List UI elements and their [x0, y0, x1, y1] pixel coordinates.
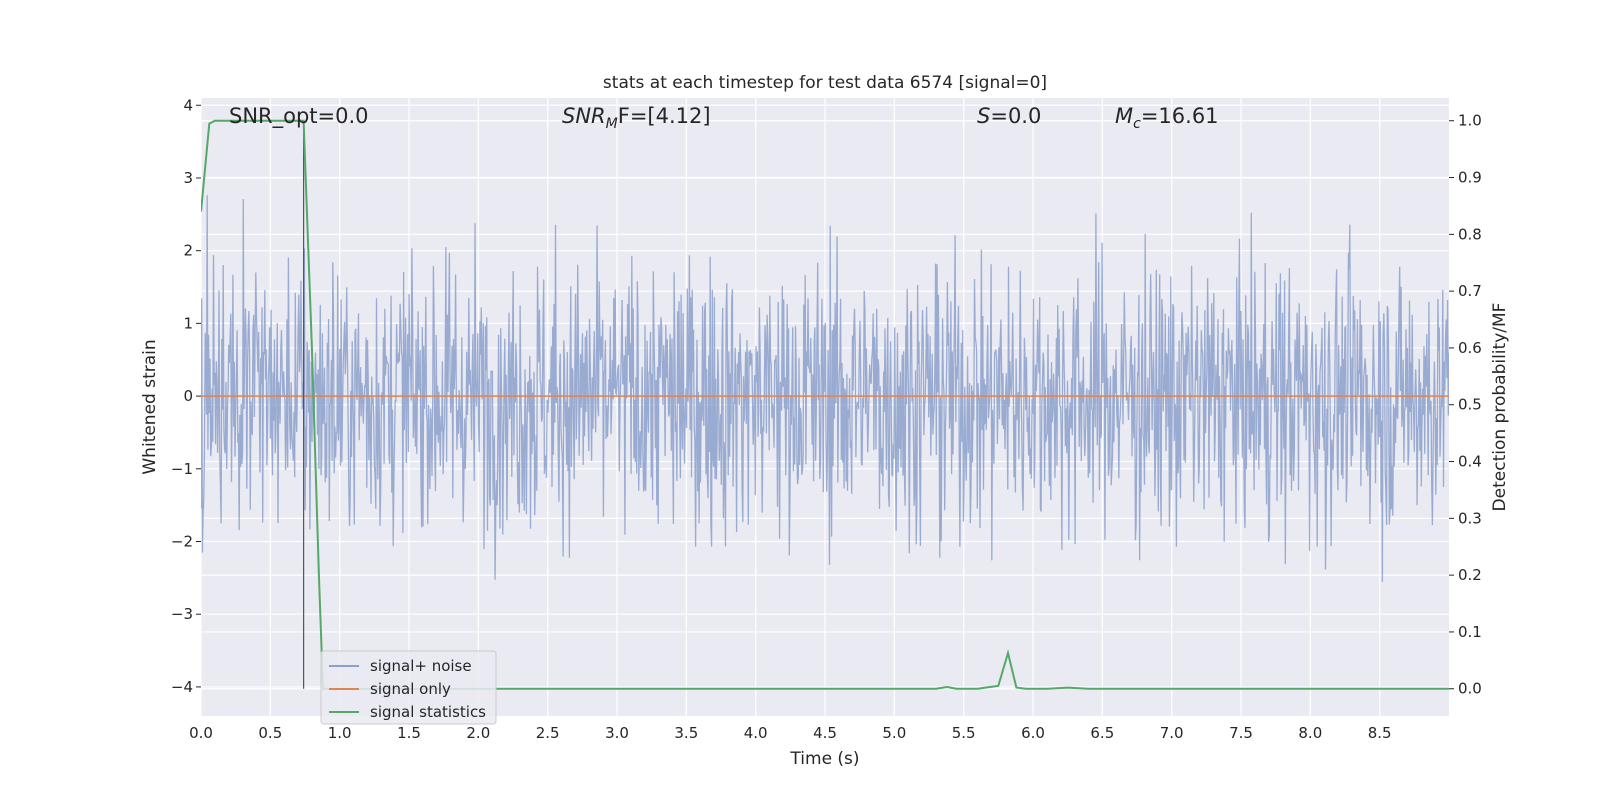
x-tick-label: 4.0 [744, 724, 768, 742]
annotation-mc: Mc=16.61 [1115, 104, 1219, 132]
annotation-snr-mf: SNRMF=[4.12] [562, 104, 711, 132]
x-tick-label: 3.0 [605, 724, 629, 742]
x-tick-label: 3.5 [674, 724, 698, 742]
chart-title: stats at each timestep for test data 657… [603, 73, 1047, 93]
annotation-snr-mf-rest: F=[4.12] [618, 104, 711, 128]
annotation-s-main: S [977, 104, 990, 128]
annotation-s: S=0.0 [977, 104, 1041, 128]
series-signal-noise-line [201, 195, 1449, 583]
x-tick-label: 6.5 [1090, 724, 1114, 742]
ticks: 0.0 0.5 1.0 1.5 2.0 2.5 3.0 3.5 4.0 4.5 5.0 5.5 6.0 6… [171, 96, 1482, 742]
y-left-tick-label: 2 [183, 242, 193, 260]
x-axis-label: Time (s) [789, 749, 859, 769]
y-left-tick-label: 0 [183, 387, 193, 405]
y-right-tick-label: 0.8 [1458, 225, 1482, 243]
y-right-tick-label: 0.9 [1458, 169, 1482, 187]
y-axis-label-left: Whitened strain [140, 339, 160, 474]
x-tick-label: 7.0 [1160, 724, 1184, 742]
y-left-tick-label: 3 [183, 169, 193, 187]
x-tick-label: 0.0 [189, 724, 213, 742]
y-right-tick-label: 0.4 [1458, 453, 1482, 471]
x-tick-label: 7.5 [1229, 724, 1253, 742]
annotation-snr-mf-main: SNR [562, 104, 606, 128]
series-signal-statistics-line [201, 119, 1449, 690]
annotation-mc-sub: c [1133, 116, 1141, 132]
y-right-tick-label: 0.0 [1458, 680, 1482, 698]
x-tick-label: 0.5 [258, 724, 282, 742]
annotations: SNR_opt=0.0 SNRMF=[4.12] S=0.0 Mc=16.61 [229, 104, 1219, 132]
legend: signal+ noise signal only signal statistic… [320, 650, 497, 725]
legend-label: signal statistics [370, 703, 486, 721]
y-right-tick-label: 0.5 [1458, 396, 1482, 414]
x-tick-label: 6.0 [1021, 724, 1045, 742]
annotation-s-rest: =0.0 [990, 104, 1041, 128]
x-tick-label: 4.5 [813, 724, 837, 742]
y-axis-label-right: Detection probability/MF [1490, 303, 1510, 512]
x-tick-label: 2.0 [466, 724, 490, 742]
legend-box [320, 650, 497, 725]
y-left-tick-label: −3 [171, 605, 193, 623]
y-right-tick-label: 0.6 [1458, 339, 1482, 357]
y-right-tick-label: 0.3 [1458, 509, 1482, 527]
annotation-snr-opt: SNR_opt=0.0 [229, 104, 369, 129]
x-tick-label: 1.5 [397, 724, 421, 742]
legend-label: signal only [370, 680, 451, 698]
annotation-snr-mf-sub: M [606, 116, 618, 132]
x-tick-label: 8.0 [1298, 724, 1322, 742]
y-left-tick-label: −2 [171, 533, 193, 551]
legend-label: signal+ noise [370, 657, 472, 675]
y-right-tick-label: 0.1 [1458, 623, 1482, 641]
annotation-mc-rest: =16.61 [1141, 104, 1219, 128]
y-left-tick-label: −4 [171, 678, 193, 696]
x-tick-label: 1.0 [328, 724, 352, 742]
y-left-tick-label: 1 [183, 314, 193, 332]
x-tick-label: 8.5 [1368, 724, 1392, 742]
y-left-tick-label: −1 [171, 460, 193, 478]
annotation-mc-main: M [1115, 104, 1133, 128]
x-tick-label: 5.5 [952, 724, 976, 742]
series-layer [201, 119, 1449, 690]
x-tick-label: 5.0 [882, 724, 906, 742]
y-right-tick-label: 0.2 [1458, 566, 1482, 584]
y-right-tick-label: 0.7 [1458, 282, 1482, 300]
x-tick-label: 2.5 [536, 724, 560, 742]
y-right-tick-label: 1.0 [1458, 112, 1482, 130]
y-left-tick-label: 4 [183, 96, 193, 114]
